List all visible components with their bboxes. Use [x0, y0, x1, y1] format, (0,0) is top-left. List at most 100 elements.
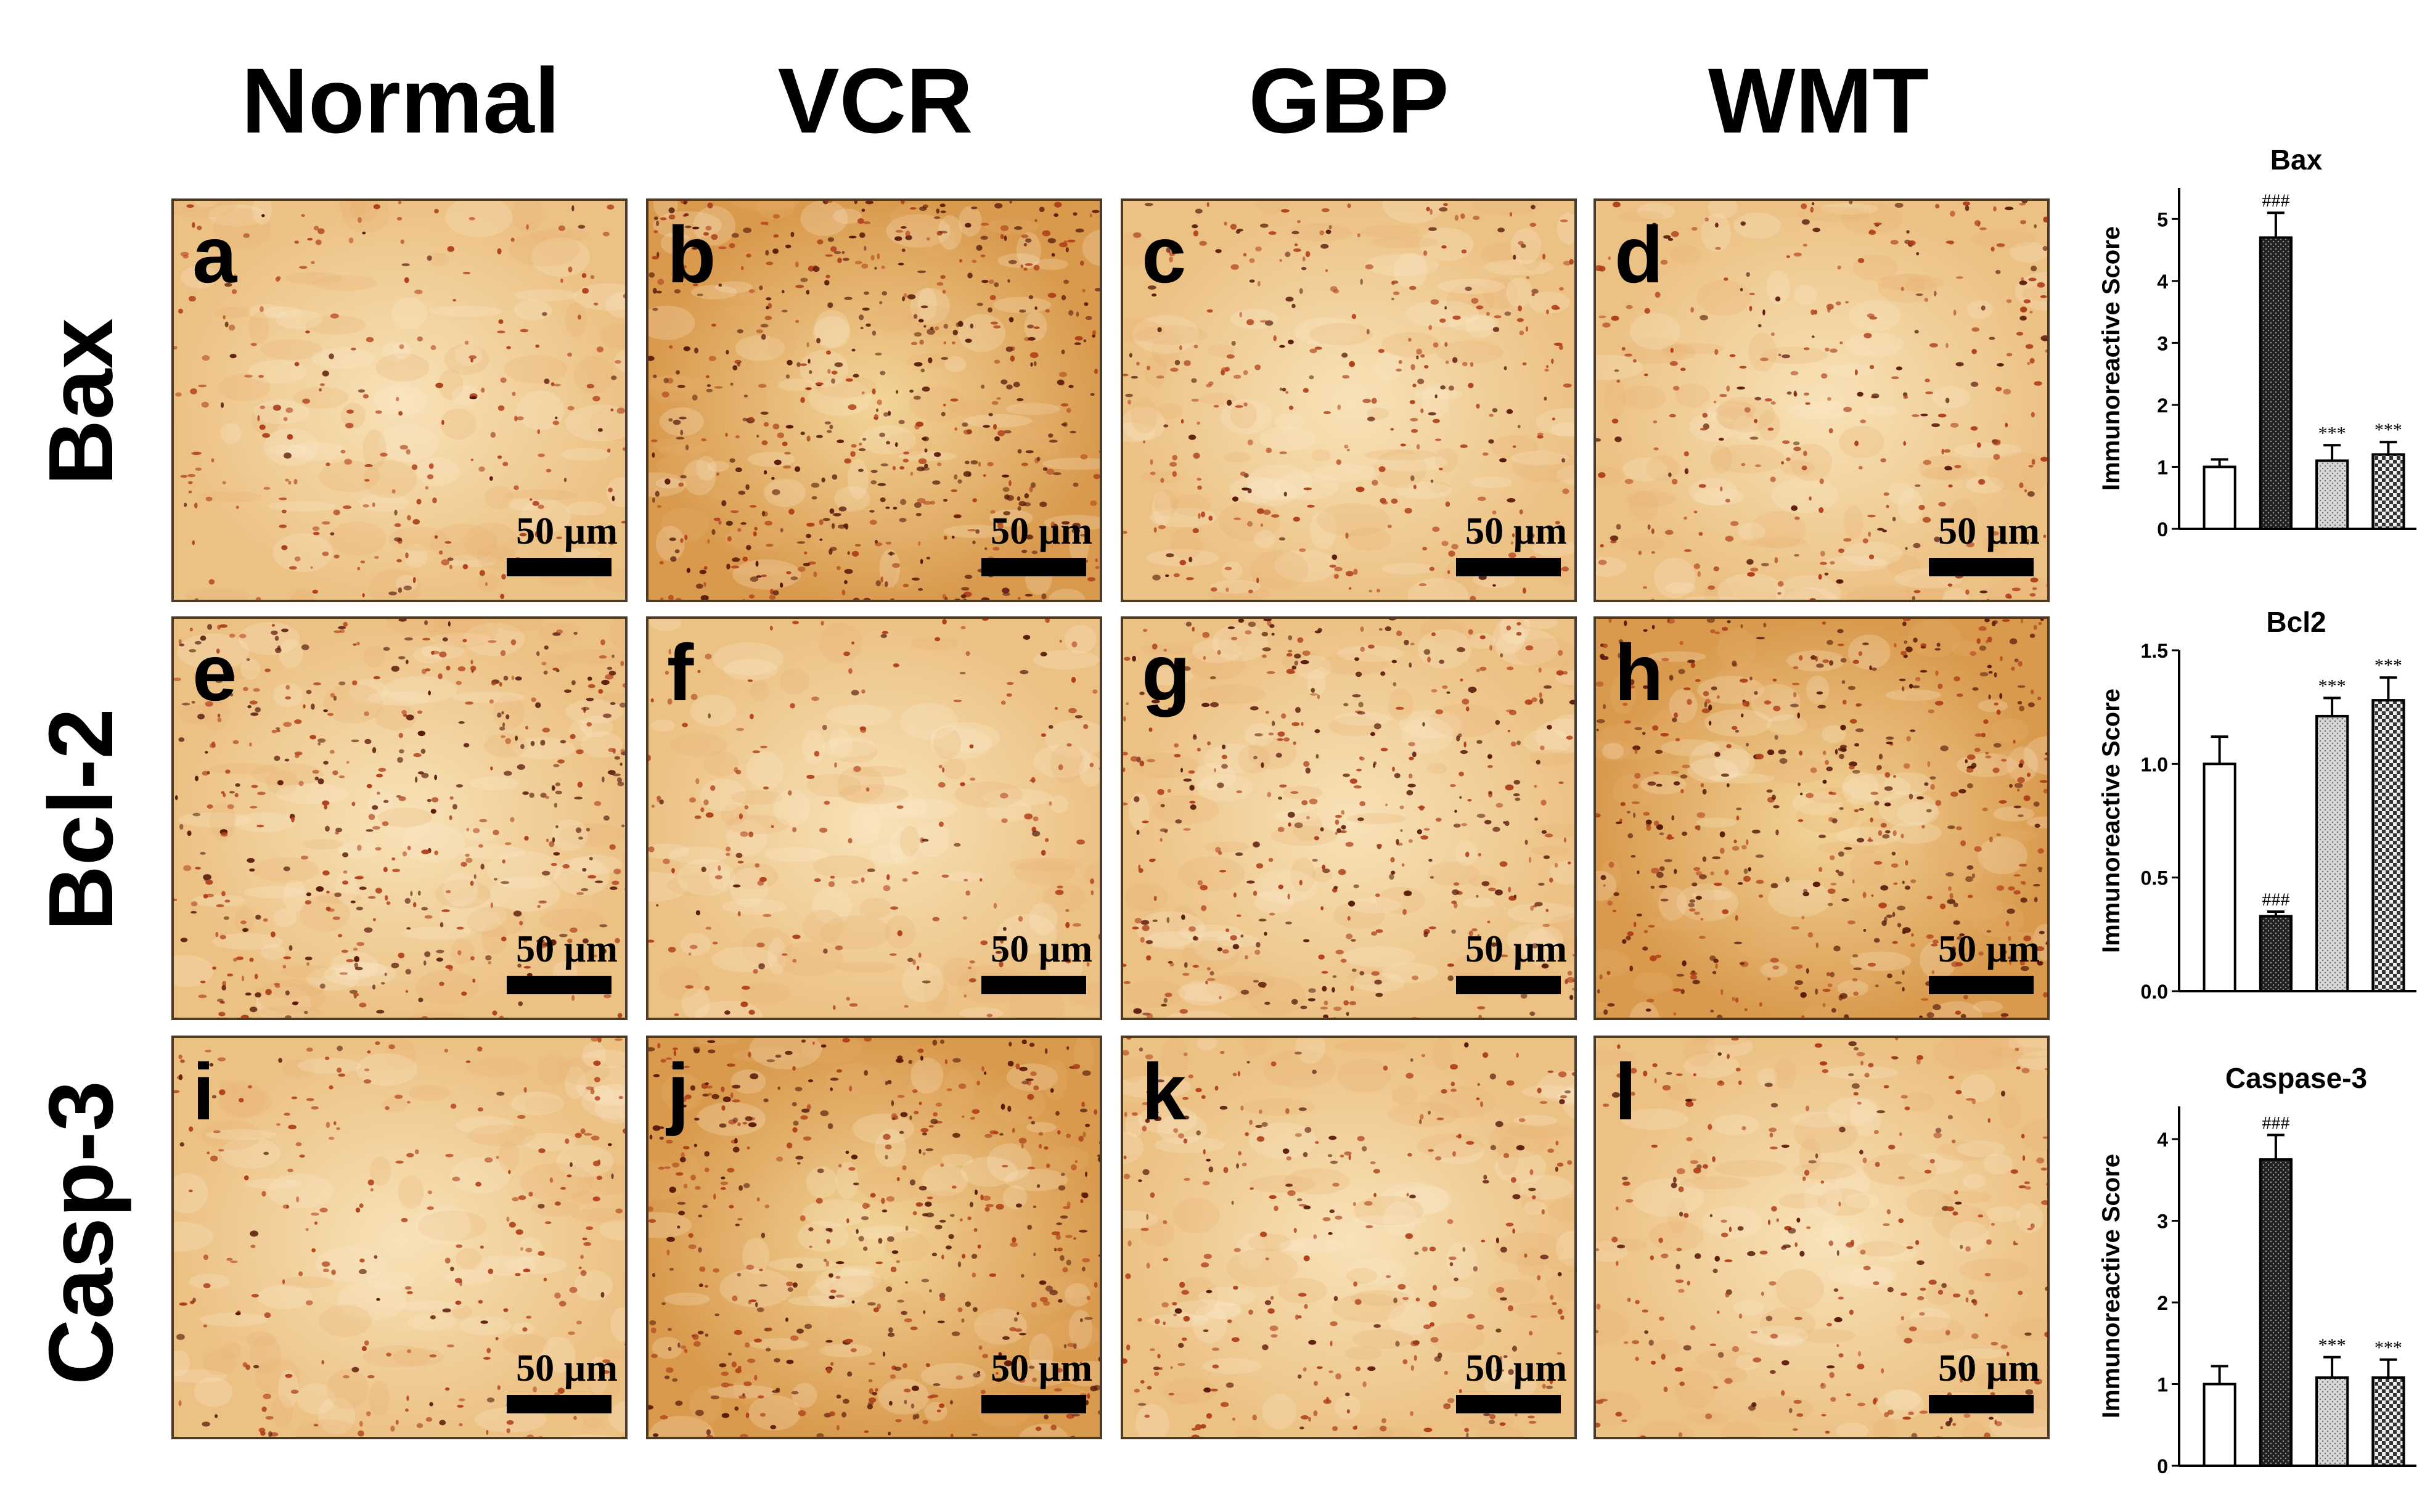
bar — [2259, 236, 2293, 530]
micrograph-panel-b: b 50 µm — [646, 198, 1102, 602]
tissue-image — [1596, 201, 2047, 600]
chart-title: Caspase-3 — [2225, 1062, 2367, 1094]
bar — [2371, 1376, 2405, 1468]
row-label-bax: Bax — [30, 318, 132, 486]
tissue-image — [1596, 1038, 2047, 1437]
scale-bar — [1929, 976, 2034, 994]
y-tick-label: 4 — [2157, 1129, 2168, 1151]
scale-bar — [507, 1395, 612, 1413]
micrograph-panel-f: f 50 µm — [646, 616, 1102, 1020]
y-tick-label: 5 — [2157, 208, 2168, 231]
tissue-image — [648, 201, 1100, 600]
scale-bar — [1456, 1395, 1561, 1413]
micrograph-panel-a: a 50 µm — [171, 198, 628, 602]
bar — [2203, 762, 2236, 992]
panel-letter-k: k — [1142, 1047, 1187, 1137]
micrograph-panel-i: i 50 µm — [171, 1036, 628, 1439]
significance-label: *** — [2375, 1338, 2402, 1358]
scale-bar-label: 50 µm — [991, 510, 1092, 552]
micrograph-panel-h: h 50 µm — [1593, 616, 2050, 1020]
panel-letter-b: b — [667, 210, 716, 300]
y-tick-label: 0.0 — [2141, 981, 2168, 1003]
scale-bar-label: 50 µm — [516, 928, 618, 970]
scale-bar-label: 50 µm — [1938, 1347, 2040, 1389]
scale-bar — [1456, 558, 1561, 576]
panel-letter-j: j — [667, 1047, 690, 1137]
bar — [2315, 459, 2349, 531]
y-tick-label: 1.0 — [2141, 753, 2168, 775]
y-tick-label: 3 — [2157, 332, 2168, 354]
scale-bar-label: 50 µm — [516, 1347, 618, 1389]
bar — [2315, 714, 2349, 992]
panel-letter-g: g — [1142, 627, 1191, 717]
y-tick-label: 0 — [2157, 1455, 2168, 1477]
y-tick-label: 2 — [2157, 1292, 2168, 1314]
scale-bar — [1929, 558, 2034, 576]
y-tick-label: 1 — [2157, 456, 2168, 478]
scale-bar — [981, 976, 1086, 994]
panel-letter-f: f — [667, 627, 694, 717]
y-tick-label: 4 — [2157, 271, 2168, 293]
significance-label: ### — [2262, 1113, 2289, 1133]
significance-label: *** — [2375, 420, 2402, 440]
micrograph-panel-l: l 50 µm — [1593, 1036, 2050, 1439]
scale-bar-label: 50 µm — [1465, 1347, 1567, 1389]
column-header-normal: Normal — [241, 49, 560, 152]
significance-label: ### — [2262, 889, 2289, 910]
micrograph-panel-j: j 50 µm — [646, 1036, 1102, 1439]
micrograph-panel-e: e 50 µm — [171, 616, 628, 1020]
bax-chart: Bax Immunoreactive Score 0 1 2 3 4 5 ### *** *** — [2098, 144, 2416, 541]
micrograph-panel-g: g 50 µm — [1121, 616, 1577, 1020]
chart-title: Bax — [2270, 144, 2323, 176]
scale-bar-label: 50 µm — [1938, 928, 2040, 970]
y-tick-label: 1 — [2157, 1374, 2168, 1396]
tissue-image — [648, 619, 1100, 1018]
panel-letter-a: a — [192, 210, 237, 300]
y-axis-label: Immunoreactive Score — [2098, 226, 2125, 491]
scale-bar — [981, 558, 1086, 576]
y-tick-label: 1.5 — [2141, 640, 2168, 662]
tissue-image — [1123, 1038, 1574, 1437]
bar — [2203, 465, 2236, 530]
micrograph-panel-c: c 50 µm — [1121, 198, 1577, 602]
scale-bar — [981, 1395, 1086, 1413]
scale-bar-label: 50 µm — [1938, 510, 2040, 552]
column-header-gbp: GBP — [1248, 49, 1449, 152]
tissue-image — [1596, 619, 2047, 1018]
panel-letter-c: c — [1142, 210, 1187, 300]
significance-label: ### — [2262, 190, 2289, 211]
tissue-image — [174, 619, 625, 1018]
chart-title: Bcl2 — [2266, 606, 2326, 638]
y-tick-label: 3 — [2157, 1211, 2168, 1233]
y-axis-label: Immunoreactive Score — [2098, 689, 2125, 953]
scale-bar — [507, 976, 612, 994]
bar — [2203, 1383, 2236, 1467]
column-header-vcr: VCR — [777, 49, 973, 152]
tissue-image — [648, 1038, 1100, 1437]
tissue-image — [1123, 619, 1574, 1018]
caspase3-chart: Caspase-3 Immunoreactive Score 0 1 2 3 4 ### ***… — [2098, 1062, 2416, 1477]
panel-letter-i: i — [192, 1047, 215, 1137]
significance-label: *** — [2318, 1335, 2346, 1355]
y-axis-label: Immunoreactive Score — [2098, 1154, 2125, 1418]
micrograph-panel-d: d 50 µm — [1593, 198, 2050, 602]
panel-letter-l: l — [1614, 1047, 1637, 1137]
scale-bar — [1456, 976, 1561, 994]
bar — [2259, 915, 2293, 992]
significance-label: *** — [2318, 423, 2346, 443]
bar — [2371, 453, 2405, 531]
bcl2-chart: Bcl2 Immunoreactive Score 0.0 0.5 1.0 1.5 ### *… — [2098, 606, 2416, 1003]
scale-bar — [507, 558, 612, 576]
y-tick-label: 0 — [2157, 518, 2168, 541]
micrograph-panel-k: k 50 µm — [1121, 1036, 1577, 1439]
panel-letter-d: d — [1614, 210, 1664, 300]
tissue-image — [174, 1038, 625, 1437]
bar — [2259, 1158, 2293, 1467]
y-tick-label: 2 — [2157, 394, 2168, 417]
column-header-wmt: WMT — [1708, 49, 1929, 152]
tissue-image — [1123, 201, 1574, 600]
bar — [2371, 699, 2405, 993]
y-tick-label: 0.5 — [2141, 867, 2168, 889]
significance-label: *** — [2318, 676, 2346, 696]
bar — [2315, 1376, 2349, 1468]
